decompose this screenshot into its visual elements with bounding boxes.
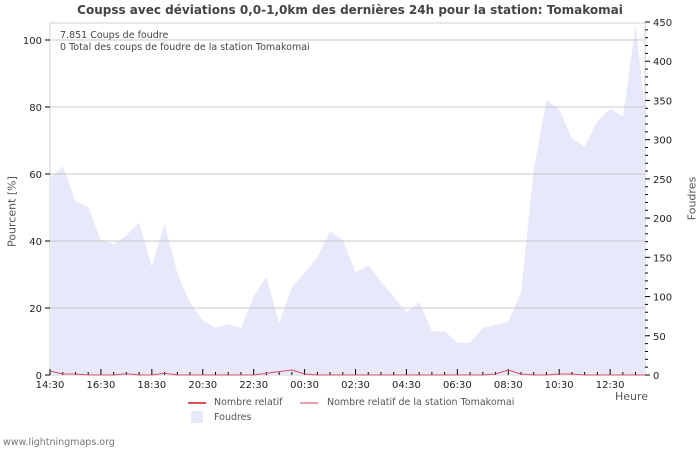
legend-label-relative: Nombre relatif <box>214 397 283 408</box>
left-tick-label: 40 <box>29 237 42 248</box>
x-tick-label: 04:30 <box>392 380 421 391</box>
right-axis-label: Foudres <box>685 176 699 221</box>
legend-swatch-relative <box>188 402 206 404</box>
x-tick-label: 18:30 <box>137 380 166 391</box>
chart-title: Coupss avec déviations 0,0-1,0km des der… <box>77 3 623 17</box>
info-strike-count: 7.851 Coups de foudre <box>60 30 169 41</box>
foudres-area <box>50 25 645 375</box>
right-tick-label: 200 <box>653 214 672 225</box>
x-tick-label: 06:30 <box>443 380 472 391</box>
x-tick-label: 10:30 <box>545 380 574 391</box>
left-tick-label: 80 <box>29 103 42 114</box>
x-tick-label: 20:30 <box>188 380 217 391</box>
right-tick-label: 450 <box>653 18 672 29</box>
right-tick-label: 50 <box>653 332 666 343</box>
right-tick-label: 100 <box>653 293 672 304</box>
right-tick-label: 400 <box>653 57 672 68</box>
x-tick-label: 12:30 <box>596 380 625 391</box>
legend-label-foudres: Foudres <box>214 412 252 423</box>
legend-label-station: Nombre relatif de la station Tomakomai <box>327 397 515 408</box>
right-tick-label: 300 <box>653 136 672 147</box>
right-tick-label: 150 <box>653 253 672 264</box>
right-tick-label: 350 <box>653 96 672 107</box>
x-tick-label: 08:30 <box>494 380 523 391</box>
x-tick-label: 16:30 <box>87 380 116 391</box>
right-tick-label: 0 <box>653 371 659 382</box>
right-tick-label: 250 <box>653 175 672 186</box>
left-axis-label: Pourcent [%] <box>5 176 19 247</box>
info-station-total: 0 Total des coups de foudre de la statio… <box>60 42 310 53</box>
x-tick-label: 14:30 <box>36 380 65 391</box>
x-axis-label: Heure <box>615 390 649 403</box>
left-tick-label: 60 <box>29 170 42 181</box>
x-tick-label: 00:30 <box>290 380 319 391</box>
left-tick-label: 20 <box>29 304 42 315</box>
left-tick-label: 100 <box>23 36 42 47</box>
source-footer: www.lightningmaps.org <box>3 437 115 448</box>
legend-swatch-foudres <box>191 411 203 423</box>
left-tick-label: 0 <box>36 371 42 382</box>
relative-line <box>49 369 645 376</box>
x-tick-label: 02:30 <box>341 380 370 391</box>
legend-swatch-station <box>300 402 318 404</box>
x-tick-label: 22:30 <box>239 380 268 391</box>
